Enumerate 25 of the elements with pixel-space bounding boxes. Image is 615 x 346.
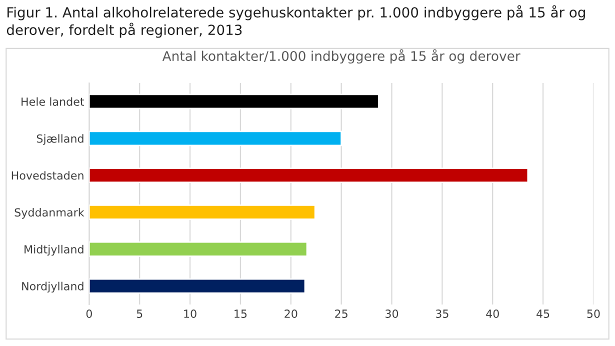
y-tick-label: Sjælland [36,134,84,145]
y-tick-label: Midtjylland [24,244,84,256]
chart-subtitle: Antal kontakter/1.000 indbyggere på 15 år og derover [162,49,520,64]
x-tick-label: 45 [536,310,550,318]
bar [89,204,316,220]
x-tick-label: 20 [284,310,298,318]
x-tick-label: 50 [587,310,600,318]
chart-title: Figur 1. Antal alkoholrelaterede sygehuskontakter pr. 1.000 indbyggere på 15 år og derover, fordelt på regioner, 2013 [6,5,585,38]
x-tick-label: 0 [86,310,92,318]
x-tick-label: 30 [386,310,398,318]
y-tick-label: Syddanmark [14,208,84,219]
x-tick-label: 10 [184,310,196,318]
x-tick-label: 35 [436,310,448,318]
y-tick-label: Nordjylland [22,282,84,293]
x-tick-label: 25 [335,310,348,318]
x-tick-label: 5 [136,310,142,318]
bar [89,241,308,257]
bar [89,278,306,294]
y-tick-label: Hele landet [22,97,84,106]
y-tick-label: Hovedstaden [12,171,84,180]
x-tick-label: 40 [486,310,499,318]
bar [89,94,380,110]
x-tick-label: 15 [234,310,247,318]
bar [89,168,529,184]
bar [89,130,342,146]
